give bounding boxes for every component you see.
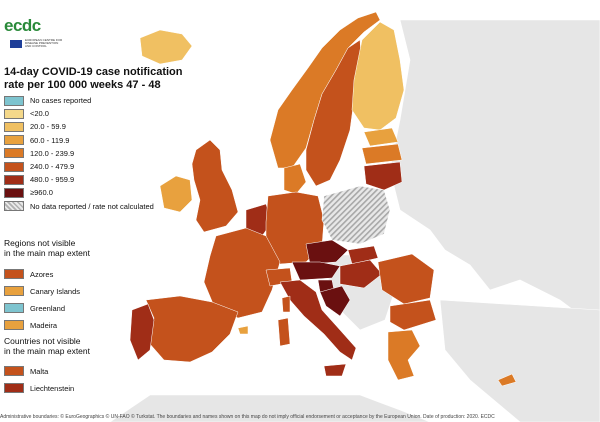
region-balearic <box>237 325 249 335</box>
region-bulgaria <box>389 299 437 331</box>
legend-swatch <box>4 286 24 296</box>
legend-item: ≥960.0 <box>4 186 224 199</box>
region-austria <box>291 261 341 281</box>
map-title: 14-day COVID-19 case notification rate p… <box>4 66 214 92</box>
region-not-visible-item: Greenland <box>4 303 65 313</box>
legend-swatch <box>4 121 24 132</box>
legend-swatch <box>4 174 24 185</box>
legend-item: 20.0 - 59.9 <box>4 120 224 133</box>
region-norway <box>269 11 381 169</box>
legend-item: 120.0 - 239.9 <box>4 147 224 160</box>
legend-label: No cases reported <box>30 96 92 106</box>
legend-item: 480.0 - 959.9 <box>4 173 224 186</box>
legend-label: Canary Islands <box>30 286 81 296</box>
region-denmark <box>283 163 307 195</box>
logo-subtitle: EUROPEAN CENTRE FOR DISEASE PREVENTION A… <box>25 38 63 48</box>
map-title-line1: 14-day COVID-19 case notification <box>4 66 183 78</box>
legend-swatch <box>4 269 24 279</box>
region-croatia <box>319 285 351 317</box>
countries-section-title: Countries not visible in the main map ex… <box>4 336 154 356</box>
region-sicily <box>323 363 347 377</box>
legend-swatch <box>4 95 24 106</box>
regions-title-line2: in the main map extent <box>4 248 90 258</box>
countries-title-line1: Countries not visible <box>4 336 81 346</box>
country-not-visible-item: Malta <box>4 366 48 376</box>
legend-label: 60.0 - 119.9 <box>30 135 70 145</box>
region-latvia <box>361 143 403 165</box>
legend-swatch <box>4 320 24 330</box>
legend-label: Azores <box>30 269 54 279</box>
region-iceland <box>139 29 193 65</box>
legend-label: <20.0 <box>30 109 49 119</box>
ecdc-logo: ecdc EUROPEAN CENTRE FOR DISEASE PREVENT… <box>4 2 66 54</box>
legend-label: ≥960.0 <box>30 188 53 198</box>
region-france <box>203 227 281 319</box>
legend-swatch <box>4 148 24 159</box>
region-uk <box>191 139 239 233</box>
countries-title-line2: in the main map extent <box>4 346 90 356</box>
region-ireland <box>159 175 193 213</box>
region-not-visible-item: Madeira <box>4 320 57 330</box>
footer-disclaimer: Administrative boundaries: © EuroGeograp… <box>0 414 495 420</box>
legend-label: No data reported / rate not calculated <box>30 201 154 211</box>
region-romania <box>377 253 435 305</box>
legend-swatch <box>4 383 24 393</box>
legend-swatch <box>4 135 24 146</box>
eu-flag-icon <box>10 40 22 48</box>
legend-swatch <box>4 366 24 376</box>
regions-section-title: Regions not visible in the main map exte… <box>4 238 154 258</box>
region-hungary <box>339 259 383 289</box>
region-lithuania <box>363 161 403 191</box>
legend: No cases reported <20.0 20.0 - 59.9 60.0 - … <box>4 94 224 213</box>
region-estonia <box>363 127 399 147</box>
legend-item: No cases reported <box>4 94 224 107</box>
legend-label: 20.0 - 59.9 <box>30 122 66 132</box>
legend-label: 480.0 - 959.9 <box>30 175 75 185</box>
legend-label: Malta <box>30 366 49 376</box>
legend-swatch <box>4 201 24 212</box>
legend-label: Greenland <box>30 303 66 313</box>
legend-label: Madeira <box>30 320 58 330</box>
region-greece <box>387 329 421 381</box>
region-finland <box>351 21 405 131</box>
region-portugal <box>129 303 155 361</box>
legend-swatch <box>4 303 24 313</box>
region-not-visible-item: Canary Islands <box>4 286 80 296</box>
legend-label: Liechtenstein <box>30 383 75 393</box>
legend-label: 120.0 - 239.9 <box>30 148 75 158</box>
region-not-visible-item: Azores <box>4 269 53 279</box>
legend-swatch <box>4 108 24 119</box>
region-italy <box>279 279 357 361</box>
legend-item: <20.0 <box>4 107 224 120</box>
region-czechia <box>305 239 349 265</box>
map-title-line2: rate per 100 000 weeks 47 - 48 <box>4 79 161 91</box>
legend-item: 240.0 - 479.9 <box>4 160 224 173</box>
region-slovakia <box>347 245 379 265</box>
country-not-visible-item: Liechtenstein <box>4 383 74 393</box>
region-sardinia <box>277 317 291 347</box>
region-corsica <box>281 295 291 313</box>
legend-label: 240.0 - 479.9 <box>30 162 75 172</box>
region-cyprus <box>497 373 517 387</box>
legend-item: 60.0 - 119.9 <box>4 134 224 147</box>
non-eu-land <box>109 19 600 422</box>
regions-title-line1: Regions not visible <box>4 238 76 248</box>
logo-wordmark: ecdc <box>4 16 41 35</box>
legend-swatch <box>4 161 24 172</box>
legend-item: No data reported / rate not calculated <box>4 200 224 213</box>
legend-swatch <box>4 187 24 198</box>
region-poland <box>321 185 391 245</box>
